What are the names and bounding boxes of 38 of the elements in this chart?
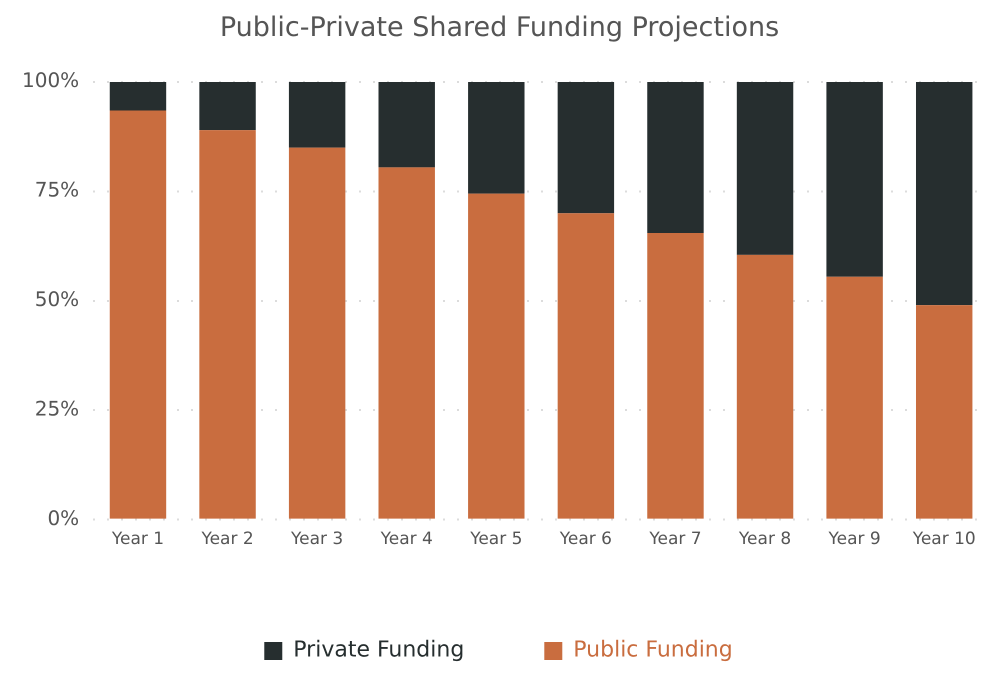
- bar: [647, 232, 704, 519]
- bar: [288, 148, 346, 519]
- bar: [916, 305, 972, 519]
- x-tick-label: Year 9: [828, 529, 881, 550]
- x-tick-label: Year 10: [912, 529, 976, 550]
- bar: [199, 130, 256, 519]
- bar: [826, 82, 883, 277]
- bar: [916, 82, 972, 306]
- chart-title: Public-Private Shared Funding Projections: [218, 12, 780, 45]
- bar: [826, 276, 883, 519]
- legend-label: Private Funding: [293, 638, 464, 663]
- legend-label: Public Funding: [573, 638, 733, 663]
- y-tick-label: 50%: [34, 287, 80, 312]
- bar: [558, 82, 614, 214]
- bar: [110, 82, 166, 110]
- bar: [736, 254, 794, 519]
- bar: [647, 82, 704, 233]
- x-tick-label: Year 6: [558, 529, 612, 550]
- bar: [378, 82, 435, 168]
- x-tick-label: Year 1: [110, 529, 164, 550]
- bar: [736, 82, 794, 255]
- x-tick-label: Year 4: [380, 529, 433, 550]
- bar: [199, 82, 256, 130]
- x-tick-label: Year 3: [290, 529, 344, 550]
- bar: [468, 82, 525, 194]
- bar: [378, 167, 435, 519]
- x-tick-label: Year 7: [648, 529, 702, 550]
- bar: [288, 82, 346, 148]
- x-tick-label: Year 5: [469, 529, 522, 550]
- y-tick-label: 0%: [47, 506, 80, 530]
- x-tick-label: Year 2: [200, 529, 254, 550]
- bar: [468, 194, 525, 519]
- y-tick-label: 25%: [34, 396, 80, 420]
- bar: [558, 213, 614, 519]
- bar: [110, 110, 166, 519]
- y-tick-label: 75%: [34, 178, 80, 202]
- x-tick-label: Year 8: [738, 529, 792, 550]
- y-tick-label: 100%: [22, 68, 80, 92]
